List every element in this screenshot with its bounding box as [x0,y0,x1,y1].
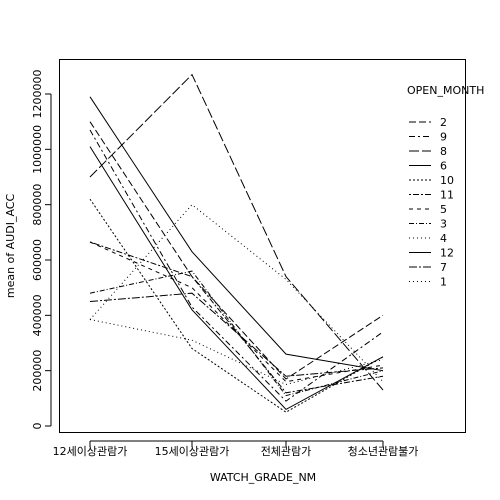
series-lines [89,73,384,413]
legend: OPEN_MONTH 2 98 610 115 34 127 1 [407,84,484,289]
y-axis-title: mean of AUDI_ACC [4,194,17,299]
y-tick-label: 800000 [31,184,44,226]
series-line-12 [89,146,384,411]
series-line-11 [89,241,384,394]
series-line-6 [89,96,384,372]
legend-label-7: 7 [440,261,447,274]
legend-label-3: 3 [440,218,447,231]
series-line-7 [89,292,384,377]
legend-title: OPEN_MONTH [407,84,484,97]
legend-label-8: 8 [440,145,447,158]
legend-label-4: 4 [440,232,447,245]
series-line-3 [89,270,384,397]
y-axis: 0 200000 400000 600000 800000 1000000 1200000 [31,70,52,430]
series-line-9 [89,129,384,402]
legend-label-2: 2 [440,116,447,129]
y-tick-label: 1200000 [31,70,44,119]
legend-label-11: 11 [440,189,454,202]
x-tick-label: 15세이상관람가 [155,445,230,458]
series-line-2 [89,121,384,380]
x-axis-title: WATCH_GRADE_NM [210,471,316,484]
y-tick-label: 600000 [31,239,44,281]
plot-area-frame [59,59,466,433]
legend-label-1: 1 [440,276,447,289]
y-tick-label: 1000000 [31,125,44,174]
legend-label-6: 6 [440,160,447,173]
series-line-4 [89,319,384,386]
series-line-10 [89,198,384,413]
x-axis: 12세이상관람가 15세이상관람가 전체관람가 청소년관람불가 [53,440,419,458]
x-tick-label: 12세이상관람가 [53,445,128,458]
series-line-8 [89,73,384,391]
y-tick-label: 0 [31,423,44,430]
x-tick-label: 전체관람가 [261,445,312,458]
legend-label-12: 12 [440,247,454,260]
legend-label-9: 9 [440,131,447,144]
legend-label-5: 5 [440,203,447,216]
x-tick-label: 청소년관람불가 [348,445,419,458]
y-tick-label: 200000 [31,350,44,392]
y-tick-label: 400000 [31,294,44,336]
series-line-1 [89,204,384,383]
legend-label-10: 10 [440,174,454,187]
